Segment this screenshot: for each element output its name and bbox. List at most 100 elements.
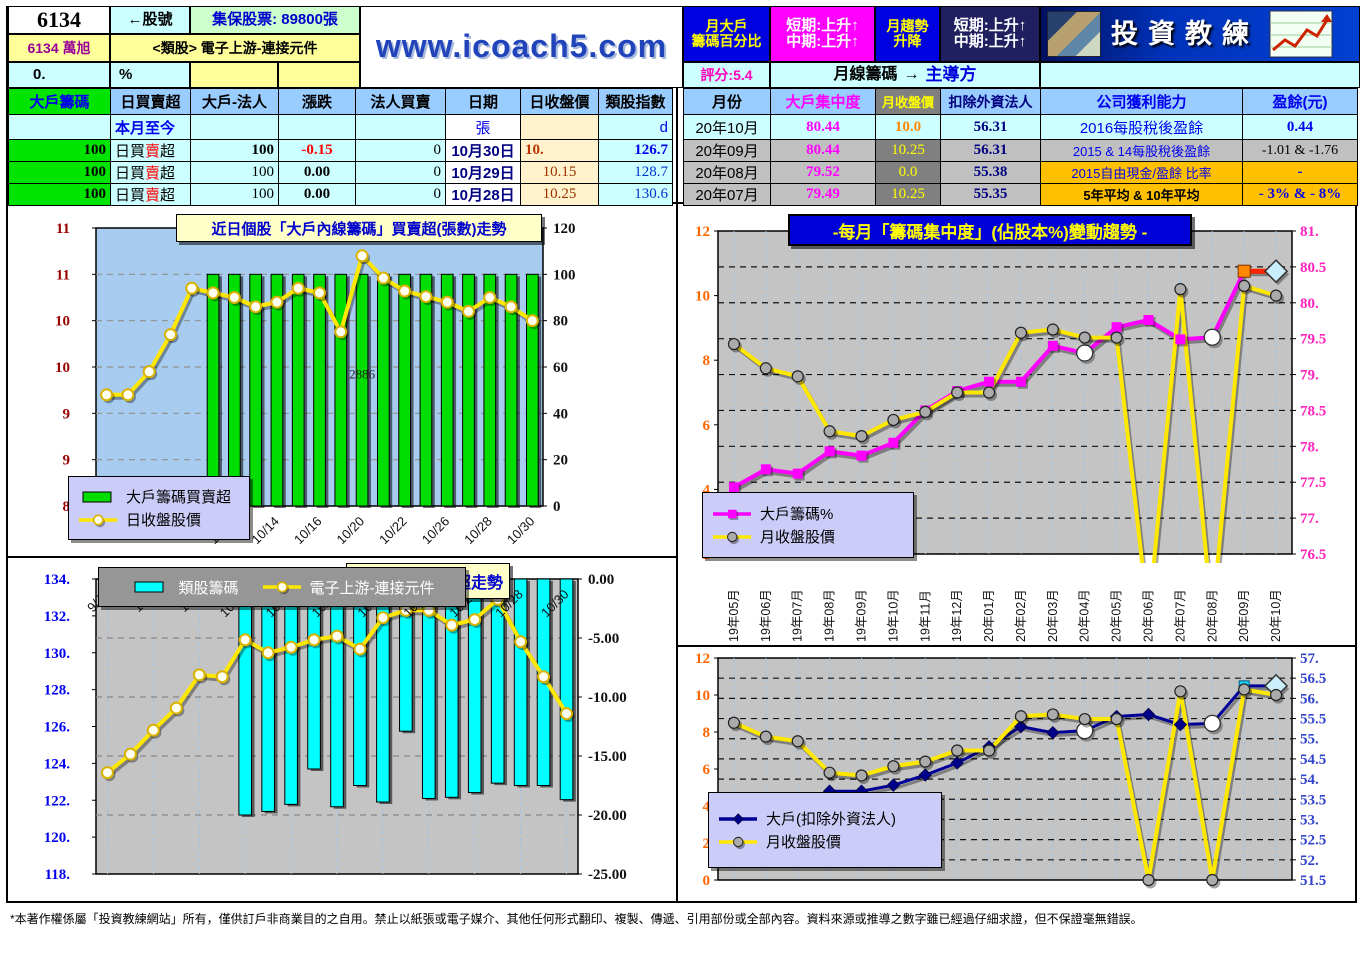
site-url-link[interactable]: www.icoach5.com bbox=[360, 6, 683, 88]
svg-text:19年07月: 19年07月 bbox=[791, 589, 805, 642]
svg-text:10: 10 bbox=[55, 360, 70, 376]
bar-daily-insider-15 bbox=[419, 273, 433, 507]
trend1-short: 短期:上升↑ bbox=[786, 17, 859, 35]
col-header-daily-close: 日收盤價 bbox=[520, 88, 599, 115]
month-value: 20年09月 bbox=[683, 139, 771, 162]
concentration-value: 79.49 bbox=[770, 183, 876, 206]
svg-text:53.5: 53.5 bbox=[1300, 792, 1326, 808]
svg-text:20年03月: 20年03月 bbox=[1046, 589, 1060, 642]
svg-text:10: 10 bbox=[695, 688, 710, 704]
svg-text:57.: 57. bbox=[1300, 651, 1319, 667]
col-header-month-close: 月收盤價 bbox=[875, 88, 941, 115]
series-monthly-close2 bbox=[733, 687, 1277, 882]
trend-block-line1: 月趨勢 bbox=[886, 18, 929, 35]
svg-text:-5.00: -5.00 bbox=[588, 631, 619, 647]
svg-text:132.: 132. bbox=[44, 609, 71, 625]
sub-cell bbox=[278, 114, 356, 140]
sector-svg: 134. 132. 130. 128. 126. 124. 122. 120. 118. 0.00… bbox=[44, 572, 627, 883]
bar-daily-insider-14 bbox=[398, 273, 411, 507]
col-header-earnings: 盈餘(元) bbox=[1242, 88, 1358, 115]
svg-text:80.5: 80.5 bbox=[1300, 260, 1326, 276]
sector-index-value: 126.7 bbox=[598, 139, 673, 162]
svg-text:-20.00: -20.00 bbox=[588, 808, 627, 824]
svg-text:77.5: 77.5 bbox=[1300, 475, 1326, 491]
sub-cell bbox=[355, 114, 446, 140]
svg-text:8: 8 bbox=[703, 725, 711, 741]
change-value: 0.00 bbox=[278, 161, 356, 184]
month-close-value: 10.25 bbox=[875, 139, 941, 162]
sub-cell bbox=[520, 114, 599, 140]
bar-sector-18 bbox=[513, 578, 528, 786]
stock-title: 6134 萬旭 bbox=[8, 34, 110, 62]
col-header-excl-foreign: 扣除外資法人 bbox=[940, 88, 1041, 115]
legend-entry: 大戶籌碼% bbox=[711, 503, 905, 524]
legend-entry: 大戶籌碼買賣超 bbox=[77, 486, 241, 507]
sub-cell bbox=[8, 114, 111, 140]
earnings-value: -1.01 & -1.76 bbox=[1242, 139, 1358, 162]
svg-text:20年04月: 20年04月 bbox=[1078, 589, 1092, 642]
daily-insider-legend: 大戶籌碼買賣超 日收盤股價 bbox=[68, 476, 250, 540]
legend-label: 電子上游-連接元件 bbox=[309, 579, 435, 597]
svg-text:10: 10 bbox=[55, 314, 70, 330]
netbuy-label: 日買賣超 bbox=[110, 161, 191, 184]
col-header-sector-index: 類股指數 bbox=[598, 88, 673, 115]
excl-foreign-value: 55.38 bbox=[940, 161, 1041, 184]
svg-text:19年11月: 19年11月 bbox=[918, 590, 932, 642]
svg-text:80: 80 bbox=[553, 314, 568, 330]
svg-text:11: 11 bbox=[56, 267, 70, 283]
netbuy-label: 日買賣超 bbox=[110, 183, 191, 206]
svg-text:19年10月: 19年10月 bbox=[886, 589, 900, 642]
col-header-major-chips: 大戶籌碼 bbox=[8, 88, 111, 115]
bar-daily-insider-6 bbox=[228, 273, 241, 507]
bar-daily-insider-18 bbox=[483, 273, 497, 507]
bar-daily-insider-16 bbox=[440, 273, 454, 507]
legend-label: 大戶籌碼買賣超 bbox=[126, 489, 232, 506]
date-value: 10月30日 bbox=[445, 139, 521, 162]
profitability-label: 5年平均 & 10年平均 bbox=[1040, 183, 1243, 206]
svg-text:8: 8 bbox=[63, 499, 71, 515]
divider-under-tables bbox=[6, 202, 1357, 204]
sub-cell bbox=[190, 114, 279, 140]
svg-text:60: 60 bbox=[553, 360, 568, 376]
svg-text:19年12月: 19年12月 bbox=[950, 589, 964, 642]
col-header-inst-trade: 法人買賣 bbox=[355, 88, 446, 115]
svg-text:10/30: 10/30 bbox=[504, 514, 538, 548]
svg-text:11: 11 bbox=[56, 221, 70, 237]
sector-legend: 類股籌碼 電子上游-連接元件 bbox=[98, 567, 466, 607]
svg-text:9: 9 bbox=[63, 406, 71, 422]
chips-value: 100 bbox=[8, 139, 111, 162]
svg-text:78.: 78. bbox=[1300, 439, 1319, 455]
chart-annotation: 2886 bbox=[349, 367, 376, 382]
bar-daily-insider-9 bbox=[291, 273, 305, 507]
monthly-concentration-legend: 大戶籌碼% 月收盤股價 bbox=[702, 492, 914, 558]
svg-text:4: 4 bbox=[703, 482, 711, 498]
brand-name: 投資教練 bbox=[1111, 18, 1259, 49]
change-value: 0.00 bbox=[278, 183, 356, 206]
legend-label: 月收盤股價 bbox=[766, 834, 842, 851]
profitability-label: 2015自由現金/盈餘 比率 bbox=[1040, 161, 1243, 184]
inst-trade-value: 0 bbox=[355, 183, 446, 206]
month-value: 20年08月 bbox=[683, 161, 771, 184]
monthly-trend-header: 月趨勢 升降 bbox=[875, 6, 940, 62]
sector-chips-chart: 134. 132. 130. 128. 126. 124. 122. 120. 118. 0.00… bbox=[8, 559, 674, 901]
trend-block-line2: 升降 bbox=[893, 33, 922, 49]
trend1-mid: 中期:上升↑ bbox=[786, 33, 859, 50]
svg-text:120: 120 bbox=[553, 221, 576, 237]
index-unit-label: d bbox=[598, 114, 673, 140]
brand-logo: 投資教練 bbox=[1040, 6, 1360, 62]
bar-daily-insider-10 bbox=[313, 273, 326, 507]
svg-text:12: 12 bbox=[695, 224, 710, 240]
svg-text:134.: 134. bbox=[44, 572, 71, 588]
svg-text:10: 10 bbox=[695, 289, 710, 305]
netbuy-label: 日買賣超 bbox=[110, 139, 191, 162]
empty-yellow-cell-2 bbox=[278, 62, 360, 88]
major-inst-value: 100 bbox=[190, 161, 279, 184]
svg-text:52.5: 52.5 bbox=[1300, 833, 1326, 849]
profitability-label: 2016每股稅後盈餘 bbox=[1040, 114, 1243, 140]
daily-insider-chart: 111110109981201008060402009/2910/510/710… bbox=[8, 206, 674, 554]
trend2-mid: 中期:上升↑ bbox=[953, 33, 1027, 50]
month-to-date-label: 本月至今 bbox=[110, 114, 191, 140]
bar-daily-insider-17 bbox=[462, 273, 475, 507]
custody-shares: 集保股票: 89800張 bbox=[190, 6, 360, 34]
